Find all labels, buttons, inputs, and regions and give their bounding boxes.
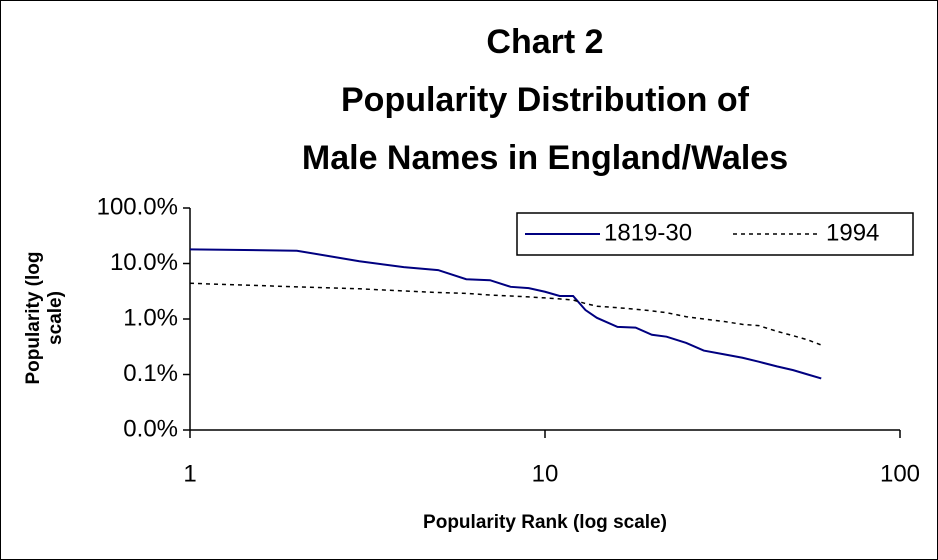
y-axis-label: scale) — [45, 291, 66, 345]
x-tick-label: 100 — [880, 460, 920, 487]
y-tick-label: 10.0% — [110, 249, 178, 276]
y-tick-label: 100.0% — [97, 193, 178, 220]
y-axis-label-group: Popularity (log scale) — [23, 252, 66, 385]
y-tick-label: 0.1% — [123, 360, 178, 387]
y-tick-label: 1.0% — [123, 304, 178, 331]
series-line — [189, 282, 822, 346]
x-axis-label: Popularity Rank (log scale) — [423, 512, 667, 533]
x-tick-label: 1 — [183, 460, 196, 487]
series-line — [189, 248, 822, 380]
y-tick-label: 0.0% — [123, 415, 178, 442]
chart-title: Chart 2 — [486, 23, 603, 61]
y-axis-label: Popularity (log — [23, 252, 44, 385]
chart-title: Male Names in England/Wales — [302, 139, 788, 177]
chart-title: Popularity Distribution of — [341, 81, 750, 119]
legend-label: 1994 — [826, 219, 879, 246]
x-tick-label: 10 — [532, 460, 559, 487]
legend-label: 1819-30 — [604, 219, 692, 246]
